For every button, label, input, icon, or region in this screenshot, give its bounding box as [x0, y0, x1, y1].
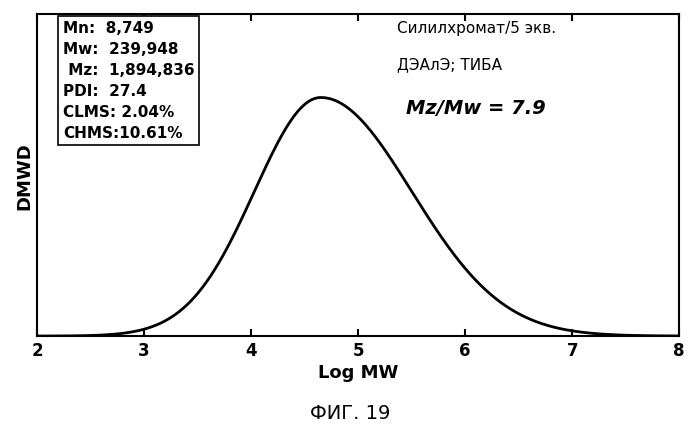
Text: Mz/Mw = 7.9: Mz/Mw = 7.9	[407, 98, 546, 118]
X-axis label: Log MW: Log MW	[318, 363, 398, 381]
Text: Силилхромат/5 экв.: Силилхромат/5 экв.	[397, 21, 556, 36]
Y-axis label: DMWD: DMWD	[15, 142, 33, 210]
Text: Mn:  8,749
Mw:  239,948
 Mz:  1,894,836
PDI:  27.4
CLMS: 2.04%
CHMS:10.61%: Mn: 8,749 Mw: 239,948 Mz: 1,894,836 PDI:…	[63, 21, 195, 141]
Text: ДЭАлЭ; ТИБА: ДЭАлЭ; ТИБА	[397, 57, 502, 72]
Text: ФИГ. 19: ФИГ. 19	[310, 403, 390, 422]
